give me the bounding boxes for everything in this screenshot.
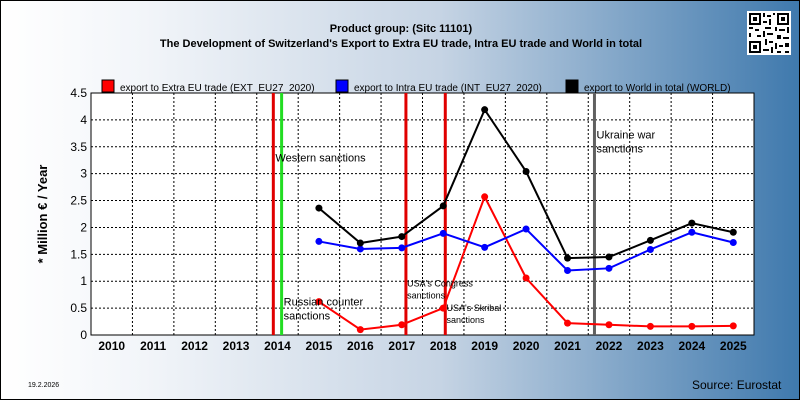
x-tick-label: 2010 [98, 339, 125, 353]
qr-code-icon [747, 11, 791, 55]
x-tick-label: 2014 [264, 339, 291, 353]
data-point [564, 319, 572, 327]
y-tick-label: 1 [80, 274, 87, 288]
data-point [729, 322, 737, 330]
data-point [398, 233, 406, 241]
data-point [646, 322, 654, 330]
data-point [522, 274, 530, 282]
date-stamp: 19.2.2026 [28, 382, 60, 389]
data-point [356, 326, 364, 334]
y-tick-label: 3 [80, 167, 87, 181]
event-label: USA's Skribal sanctions [447, 303, 502, 325]
legend-label: export to Intra EU trade (INT_EU27_2020) [354, 83, 542, 94]
data-point [398, 321, 406, 329]
data-point [564, 266, 572, 274]
data-point [564, 254, 572, 262]
x-tick-label: 2021 [554, 339, 581, 353]
data-point [439, 304, 447, 312]
x-tick-label: 2015 [306, 339, 333, 353]
data-point [481, 106, 489, 114]
data-point [605, 253, 613, 261]
data-point [646, 245, 654, 253]
chart-title: Product group: (Sitc 11101) [329, 23, 473, 35]
data-point [315, 204, 323, 212]
data-point [439, 202, 447, 210]
legend-swatch [335, 79, 349, 93]
x-tick-label: 2017 [388, 339, 415, 353]
y-tick-label: 4 [80, 113, 87, 127]
data-point [605, 321, 613, 329]
y-tick-label: 1.5 [70, 247, 87, 261]
data-point [522, 225, 530, 233]
x-tick-label: 2018 [430, 339, 457, 353]
event-label: Russian counter sanctions [284, 296, 364, 322]
data-point [481, 243, 489, 251]
data-point [688, 228, 696, 236]
data-point [605, 264, 613, 272]
x-tick-label: 2012 [181, 339, 208, 353]
y-tick-label: 0.5 [70, 301, 87, 315]
event-label: Ukraine war sanctions [597, 130, 656, 156]
y-tick-label: 0 [80, 328, 87, 342]
legend-swatch [101, 79, 115, 93]
data-point [646, 236, 654, 244]
x-tick-label: 2023 [637, 339, 664, 353]
chart-subtitle: The Development of Switzerland's Export … [159, 38, 643, 50]
event-label: Western sanctions [275, 152, 366, 164]
x-tick-label: 2019 [471, 339, 498, 353]
data-point [729, 239, 737, 247]
x-tick-label: 2024 [678, 339, 705, 353]
legend-label: export to Extra EU trade (EXT_EU27_2020) [120, 83, 315, 94]
y-tick-label: 2 [80, 220, 87, 234]
y-tick-label: 2.5 [70, 194, 87, 208]
data-point [356, 239, 364, 247]
data-point [315, 237, 323, 245]
y-tick-label: 4.5 [70, 86, 87, 100]
y-tick-label: 3.5 [70, 140, 87, 154]
data-point [481, 193, 489, 201]
x-tick-label: 2016 [347, 339, 374, 353]
x-tick-label: 2020 [513, 339, 540, 353]
source-label: Source: Eurostat [692, 378, 782, 392]
data-point [729, 228, 737, 236]
event-label: USA's Congress sanctions [407, 279, 473, 301]
x-tick-label: 2022 [596, 339, 623, 353]
data-point [688, 322, 696, 330]
data-point [315, 298, 323, 306]
data-point [398, 244, 406, 252]
data-point [688, 219, 696, 227]
y-axis-label: * Million € / Year [35, 165, 50, 264]
x-tick-label: 2025 [720, 339, 747, 353]
data-point [522, 168, 530, 176]
data-point [356, 245, 364, 253]
x-tick-label: 2013 [223, 339, 250, 353]
x-tick-label: 2011 [140, 339, 166, 353]
data-point [439, 229, 447, 237]
legend-label: export to World in total (WORLD) [584, 83, 731, 94]
legend-swatch [565, 79, 579, 93]
